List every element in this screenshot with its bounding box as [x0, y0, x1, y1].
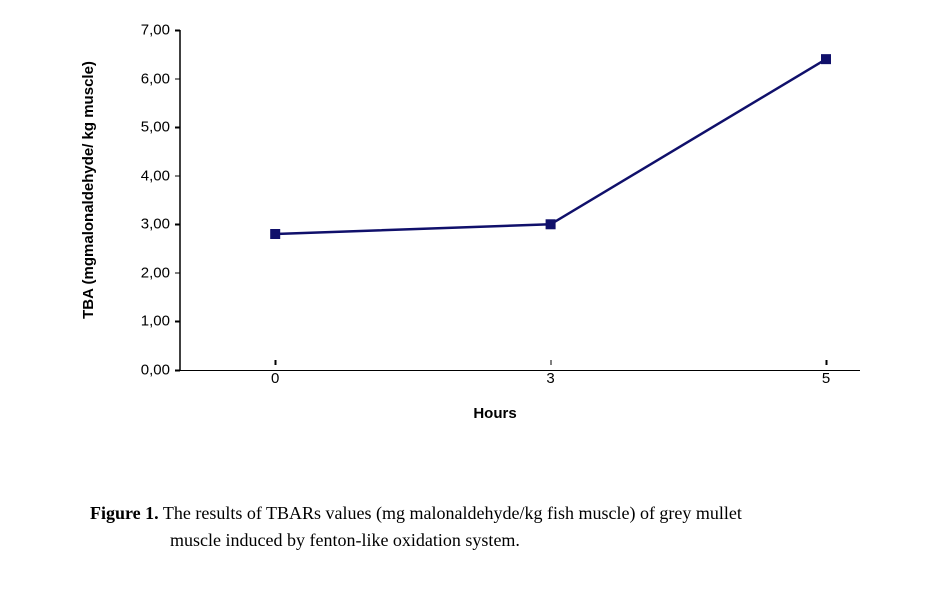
y-tick-mark: [175, 224, 180, 226]
x-tick-label: 0: [271, 370, 279, 387]
figure-caption: Figure 1. The results of TBARs values (m…: [90, 500, 870, 554]
x-tick-label: 3: [546, 370, 554, 387]
y-tick-mark: [175, 370, 180, 372]
y-tick-mark: [175, 127, 180, 129]
y-tick-mark: [175, 321, 180, 323]
series-line: [275, 59, 826, 234]
data-marker: [271, 230, 280, 239]
caption-label: Figure 1.: [90, 503, 159, 523]
y-tick-label: 2,00: [110, 264, 170, 281]
x-axis-label: Hours: [473, 405, 516, 422]
y-tick-label: 3,00: [110, 216, 170, 233]
y-tick-mark: [175, 78, 180, 80]
x-tick-mark: [826, 360, 828, 365]
caption-text-1: The results of TBARs values (mg malonald…: [163, 503, 742, 523]
plot-region: 0,001,002,003,004,005,006,007,00: [180, 30, 860, 371]
figure-container: TBA (mgmalonaldehyde/ kg muscle) Hours 0…: [0, 0, 944, 591]
y-tick-label: 6,00: [110, 70, 170, 87]
y-tick-mark: [175, 175, 180, 177]
y-tick-label: 5,00: [110, 119, 170, 136]
chart-svg: [180, 30, 860, 370]
y-tick-label: 1,00: [110, 313, 170, 330]
chart-area: TBA (mgmalonaldehyde/ kg muscle) Hours 0…: [110, 20, 880, 420]
y-tick-label: 0,00: [110, 362, 170, 379]
y-tick-label: 4,00: [110, 167, 170, 184]
x-tick-mark: [550, 360, 552, 365]
y-tick-label: 7,00: [110, 22, 170, 39]
y-axis-label: TBA (mgmalonaldehyde/ kg muscle): [80, 61, 97, 319]
y-tick-mark: [175, 30, 180, 32]
caption-text-2: muscle induced by fenton-like oxidation …: [90, 527, 870, 554]
x-tick-mark: [275, 360, 277, 365]
data-marker: [546, 220, 555, 229]
x-tick-label: 5: [822, 370, 830, 387]
data-marker: [822, 55, 831, 64]
y-tick-mark: [175, 272, 180, 274]
